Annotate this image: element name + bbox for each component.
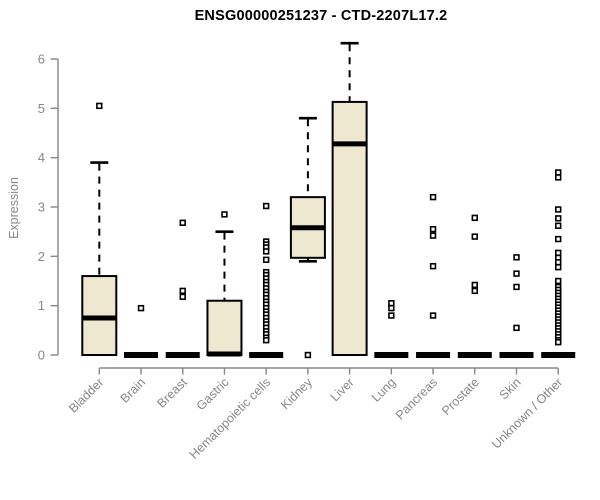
outlier-point [388, 304, 395, 312]
box-lung [374, 300, 409, 358]
box-bladder [81, 102, 118, 356]
box-skin [499, 254, 534, 358]
box-prostate [457, 214, 492, 358]
outlier-point [429, 193, 437, 201]
y-tick-label: 2 [38, 249, 45, 264]
outlier-point [137, 304, 145, 312]
outlier-point [96, 102, 103, 110]
outlier-point [179, 293, 186, 300]
outlier-point [429, 226, 437, 233]
x-tick-label-kidney: Kidney [278, 375, 315, 412]
outlier-point [555, 174, 562, 181]
outlier-point [513, 324, 520, 332]
collapsed-box-bar [124, 352, 159, 358]
outlier-point [471, 214, 478, 222]
collapsed-box-bar [541, 352, 576, 358]
box-pancreas [416, 193, 451, 358]
x-tick-label-liver: Liver [328, 375, 357, 404]
collapsed-box-bar [499, 352, 534, 358]
box-liver [331, 41, 368, 356]
outlier-point [262, 256, 270, 263]
box-brain [124, 304, 159, 358]
outlier-point [555, 249, 562, 257]
collapsed-box-bar [374, 352, 409, 358]
box-kidney [289, 116, 326, 359]
outlier-point [555, 263, 562, 271]
outlier-point [429, 263, 437, 270]
y-tick-label: 3 [38, 200, 45, 215]
x-tick-label-pancreas: Pancreas [393, 375, 440, 422]
outlier-point [429, 312, 437, 319]
x-tick-label-bladder: Bladder [66, 375, 106, 415]
outlier-point [555, 277, 562, 285]
outlier-point [179, 219, 186, 226]
outlier-point [471, 233, 478, 240]
box-breast [165, 219, 200, 358]
y-tick-label: 1 [38, 298, 45, 313]
outlier-point [513, 254, 520, 261]
x-tick-label-brain: Brain [118, 375, 149, 406]
outlier-point [221, 211, 228, 218]
outlier-point [513, 270, 520, 277]
outlier-point [388, 312, 395, 319]
outlier-point [388, 300, 395, 307]
outlier-point [179, 287, 186, 295]
box-gastric [206, 211, 243, 357]
outlier-point [471, 281, 478, 289]
y-tick-label: 5 [38, 101, 45, 116]
iqr-box [331, 100, 368, 356]
chart-title: ENSG00000251237 - CTD-2207L17.2 [194, 8, 448, 24]
outlier-point [471, 287, 478, 295]
y-tick-label: 4 [38, 150, 45, 165]
collapsed-box-bar [457, 352, 492, 358]
outlier-point [262, 202, 270, 210]
x-tick-label-unknown-other: Unknown / Other [489, 375, 565, 451]
x-tick-label-gastric: Gastric [194, 375, 232, 413]
collapsed-box-bar [416, 352, 451, 358]
outlier-point [555, 206, 562, 213]
outlier-point [304, 351, 312, 359]
iqr-box [206, 299, 243, 357]
collapsed-box-bar [165, 352, 200, 358]
x-tick-label-breast: Breast [154, 375, 190, 411]
outlier-point [429, 232, 437, 239]
outlier-point [555, 259, 562, 266]
y-tick-label: 0 [38, 348, 45, 363]
x-tick-label-hematopoietic-cells: Hematopoietic cells [187, 375, 274, 462]
outlier-point [513, 283, 520, 291]
outlier-point [555, 222, 562, 229]
box-unknown-other [541, 169, 576, 358]
x-tick-label-skin: Skin [497, 375, 524, 402]
y-tick-label: 6 [38, 52, 45, 67]
outlier-point [262, 248, 270, 255]
outlier-point [555, 338, 562, 346]
box-hematopoietic-cells [249, 202, 284, 358]
collapsed-box-bar [249, 352, 284, 358]
outlier-point [555, 235, 562, 243]
x-tick-label-lung: Lung [369, 375, 399, 405]
outlier-point [555, 169, 562, 176]
outlier-point [262, 337, 270, 344]
outlier-point [555, 215, 562, 222]
x-tick-label-prostate: Prostate [439, 375, 482, 418]
